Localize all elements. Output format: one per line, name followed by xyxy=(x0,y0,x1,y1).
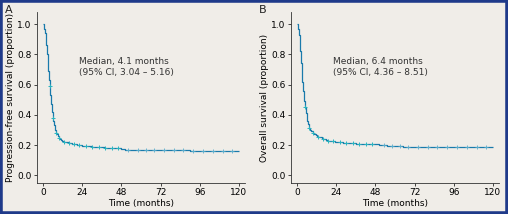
Text: A: A xyxy=(5,5,13,15)
Text: Median, 6.4 months
(95% CI, 4.36 – 8.51): Median, 6.4 months (95% CI, 4.36 – 8.51) xyxy=(333,57,428,77)
Text: B: B xyxy=(259,5,267,15)
Y-axis label: Progression-free survival (proportion): Progression-free survival (proportion) xyxy=(6,13,15,182)
X-axis label: Time (months): Time (months) xyxy=(362,199,428,208)
Text: Median, 4.1 months
(95% CI, 3.04 – 5.16): Median, 4.1 months (95% CI, 3.04 – 5.16) xyxy=(79,57,174,77)
Y-axis label: Overall survival (proportion): Overall survival (proportion) xyxy=(260,33,269,162)
X-axis label: Time (months): Time (months) xyxy=(108,199,174,208)
